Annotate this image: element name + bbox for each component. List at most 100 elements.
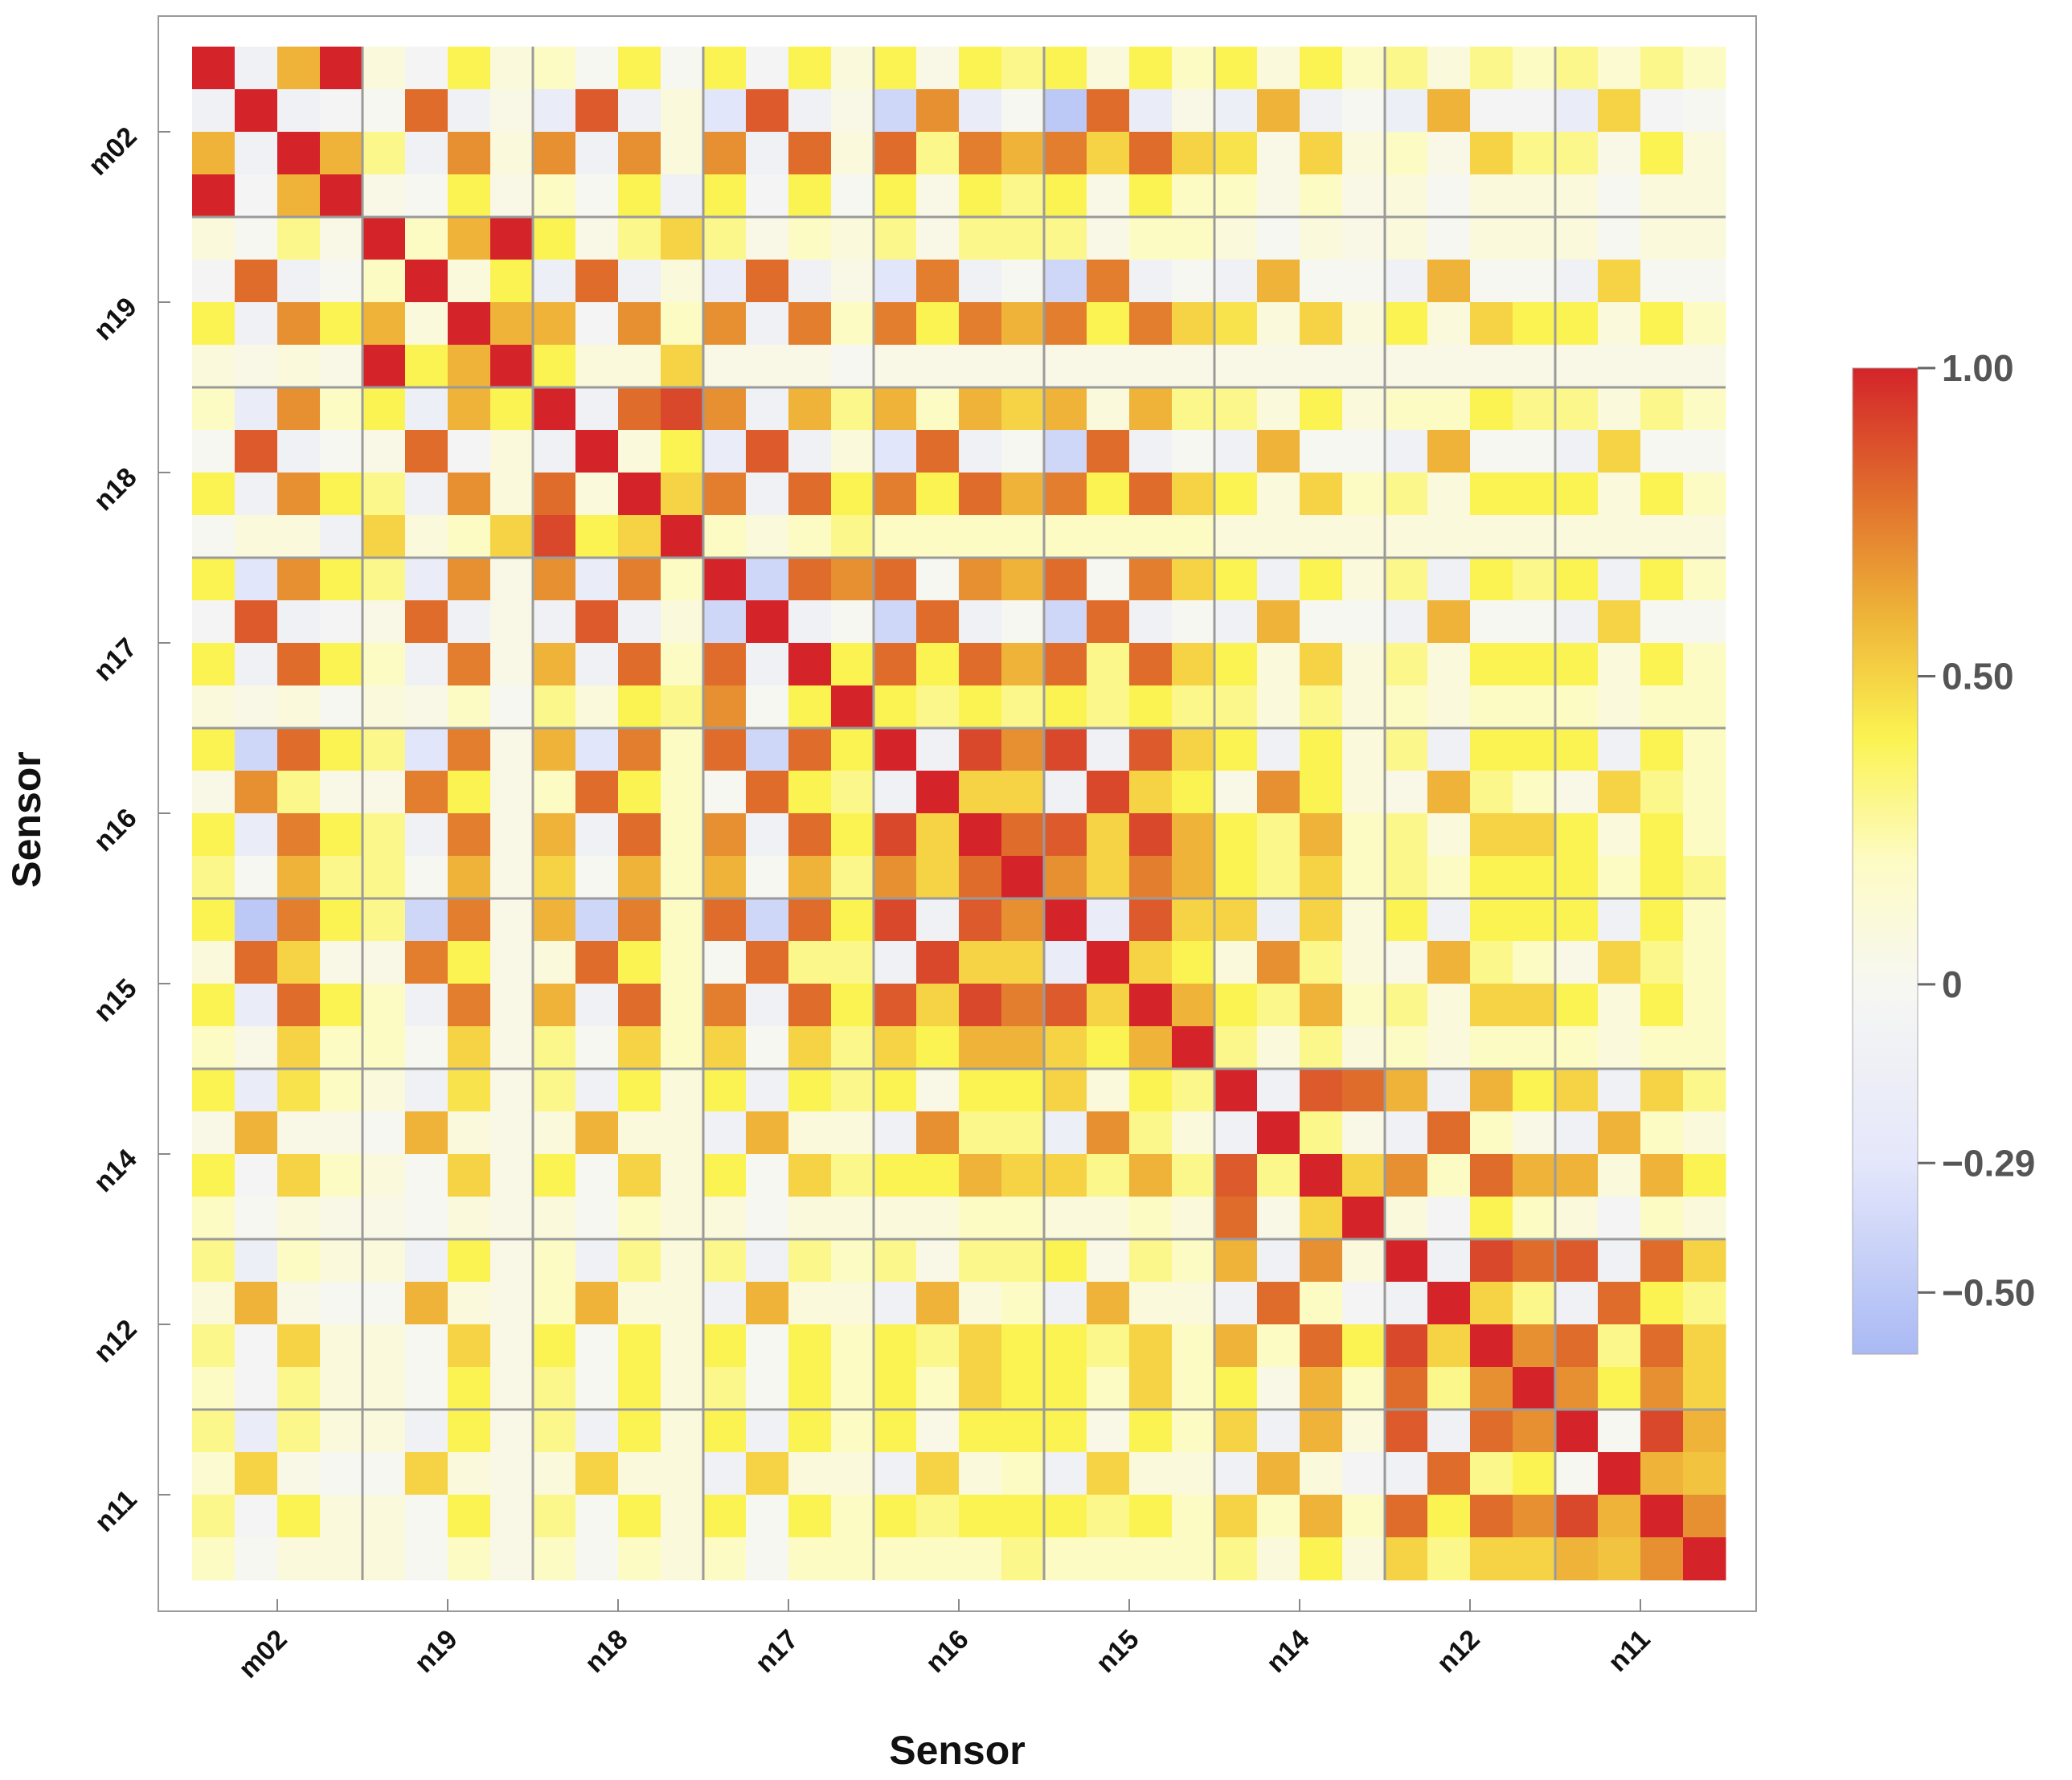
heatmap-cell <box>1257 174 1300 218</box>
heatmap-cell <box>1129 132 1173 175</box>
heatmap-cell <box>1470 1069 1513 1112</box>
y-axis-ticks: m02 n19 n18 n17 n16 n15 n14 n12 n11 <box>83 121 170 1538</box>
heatmap-cell <box>831 47 874 90</box>
heatmap-cell <box>192 1154 235 1197</box>
heatmap-cell <box>618 430 661 473</box>
heatmap-cell <box>1683 47 1726 90</box>
heatmap-cell <box>320 1410 363 1453</box>
heatmap-cell <box>533 643 576 686</box>
heatmap-cell <box>235 1367 278 1410</box>
heatmap-cell <box>1044 1495 1087 1538</box>
x-tick-label: n12 <box>1431 1624 1485 1679</box>
heatmap-cell <box>1300 1154 1343 1197</box>
heatmap-cell <box>959 387 1002 431</box>
heatmap-cell <box>490 1111 534 1155</box>
heatmap-cell <box>1087 217 1130 260</box>
heatmap-cell <box>959 1324 1002 1368</box>
heatmap-cell <box>1214 941 1258 984</box>
heatmap-cell <box>1129 558 1173 601</box>
heatmap-cell <box>1640 1154 1684 1197</box>
heatmap-cell <box>533 387 576 431</box>
heatmap-cell <box>235 387 278 431</box>
heatmap-cell <box>362 1324 406 1368</box>
heatmap-cell <box>1129 941 1173 984</box>
heatmap-cell <box>1300 260 1343 303</box>
heatmap-cell <box>618 813 661 857</box>
heatmap-cell <box>448 643 491 686</box>
heatmap-cell <box>916 1452 960 1496</box>
heatmap-cell <box>1513 1111 1556 1155</box>
heatmap-cell <box>959 1197 1002 1240</box>
y-tick-label: n18 <box>88 462 142 517</box>
heatmap-cell <box>1300 473 1343 516</box>
heatmap-cell <box>277 260 321 303</box>
heatmap-cell <box>1300 132 1343 175</box>
heatmap-cell <box>1001 1282 1045 1325</box>
heatmap-cell <box>235 345 278 388</box>
heatmap-cell <box>703 473 747 516</box>
heatmap-cell <box>1385 260 1428 303</box>
x-axis-title: Sensor <box>889 1728 1026 1773</box>
heatmap-cell <box>959 898 1002 942</box>
heatmap-cell <box>235 771 278 814</box>
heatmap-cell <box>1214 1495 1258 1538</box>
heatmap-cell <box>1129 1239 1173 1283</box>
heatmap-cell <box>959 856 1002 899</box>
heatmap-cell <box>1172 600 1215 644</box>
heatmap-cell <box>405 515 448 559</box>
heatmap-cell <box>703 558 747 601</box>
heatmap-cell <box>1427 1452 1471 1496</box>
heatmap-cell <box>320 1154 363 1197</box>
heatmap-cell <box>959 1111 1002 1155</box>
heatmap-cell <box>575 1197 619 1240</box>
heatmap-cell <box>533 813 576 857</box>
heatmap-cell <box>1257 1069 1300 1112</box>
heatmap-cell <box>1300 1537 1343 1581</box>
heatmap-cell <box>1001 1452 1045 1496</box>
heatmap-cell <box>916 600 960 644</box>
heatmap-cell <box>1300 174 1343 218</box>
heatmap-cell <box>1087 1154 1130 1197</box>
heatmap-cell <box>1598 1069 1641 1112</box>
heatmap-cell <box>788 600 832 644</box>
heatmap-cell <box>362 1239 406 1283</box>
heatmap-cell <box>1129 643 1173 686</box>
heatmap-cell <box>1214 728 1258 771</box>
heatmap-cell <box>1172 345 1215 388</box>
heatmap-cell <box>1640 1410 1684 1453</box>
heatmap-cell <box>618 1324 661 1368</box>
heatmap-cell <box>1257 473 1300 516</box>
heatmap-cell <box>959 473 1002 516</box>
x-tick-label: m02 <box>233 1624 293 1684</box>
heatmap-cell <box>1555 600 1599 644</box>
y-tick-label: n14 <box>88 1144 142 1198</box>
heatmap-cell <box>405 89 448 133</box>
heatmap-cell <box>831 1410 874 1453</box>
heatmap-cell <box>362 1537 406 1581</box>
heatmap-cell <box>1044 302 1087 346</box>
heatmap-cell <box>575 984 619 1027</box>
heatmap-cell <box>1044 1026 1087 1070</box>
heatmap-cell <box>1044 473 1087 516</box>
heatmap-cell <box>1598 302 1641 346</box>
heatmap-cell <box>362 728 406 771</box>
heatmap-cell <box>831 1069 874 1112</box>
heatmap-cell <box>1513 1026 1556 1070</box>
heatmap-cell <box>1257 771 1300 814</box>
heatmap-cell <box>448 132 491 175</box>
heatmap-cell <box>916 1282 960 1325</box>
heatmap-cell <box>1427 1282 1471 1325</box>
heatmap-cell <box>1129 984 1173 1027</box>
heatmap-cell <box>490 643 534 686</box>
heatmap-cell <box>1257 1282 1300 1325</box>
heatmap-cell <box>916 558 960 601</box>
heatmap-cell <box>1129 217 1173 260</box>
heatmap-cell <box>1598 1239 1641 1283</box>
heatmap-cell <box>1683 984 1726 1027</box>
heatmap-cell <box>533 1197 576 1240</box>
heatmap-cell <box>1513 558 1556 601</box>
heatmap-cell <box>831 174 874 218</box>
heatmap-cell <box>746 1537 789 1581</box>
heatmap-cell <box>874 685 917 729</box>
heatmap-cell <box>1214 856 1258 899</box>
